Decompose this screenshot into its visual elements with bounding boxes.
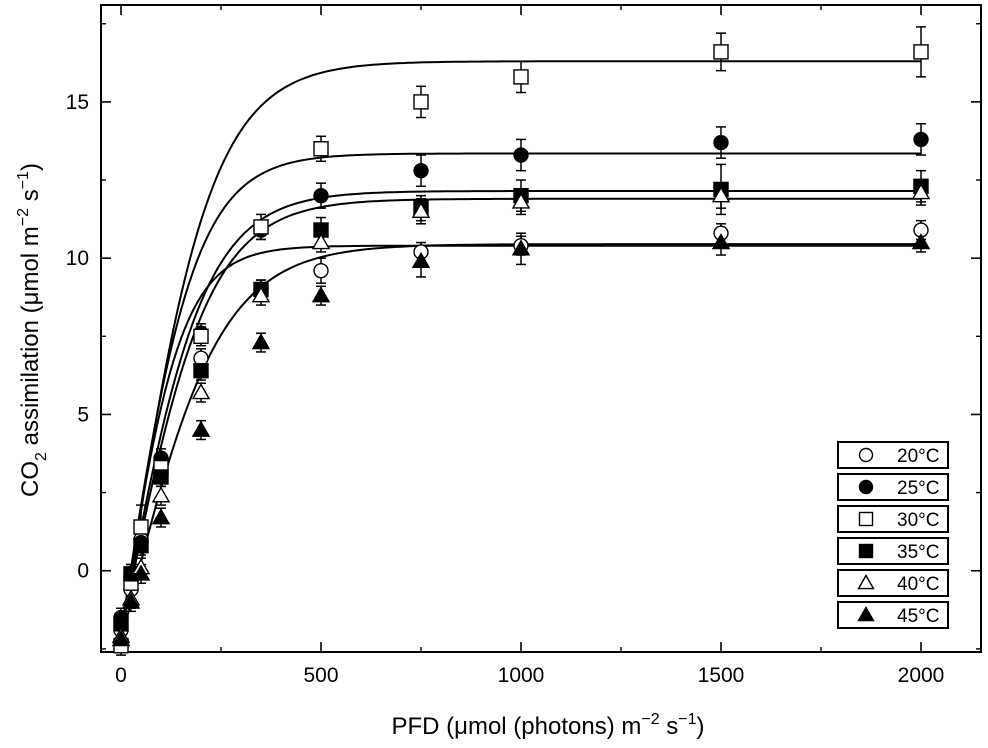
data-point (513, 69, 529, 85)
legend-label: 35°C (897, 542, 939, 563)
data-point (511, 239, 531, 256)
data-point (857, 574, 875, 590)
legend-entry-box (837, 441, 949, 469)
axes-ticks: 0 500 1000 1500 2000 0 5 10 15 (66, 5, 981, 687)
legend-entry-box (837, 505, 949, 533)
legend: 20°C 25°C 30°C 35°C 40°C 45°C (837, 441, 949, 629)
data-point (513, 147, 529, 163)
data-point (191, 383, 211, 400)
data-point (193, 362, 209, 379)
data-point (151, 486, 171, 503)
data-point (151, 508, 171, 525)
fit-curve (120, 152, 921, 634)
error-bars (116, 26, 926, 656)
data-point (111, 630, 131, 647)
legend-entry-box (837, 569, 949, 597)
data-point (251, 333, 271, 350)
x-tick-label: 1000 (498, 664, 545, 687)
legend-entry-box (837, 537, 949, 565)
data-point (858, 479, 874, 495)
plot-frame (100, 4, 982, 653)
fit-curve (120, 244, 921, 634)
data-point (121, 592, 141, 609)
data-point (713, 134, 729, 151)
legend-label: 25°C (897, 478, 939, 499)
data-point (191, 420, 211, 437)
x-tick-label: 2000 (898, 664, 945, 687)
x-axis-label: PFD (μmol (photons) m−2 s−1) (391, 711, 704, 740)
data-point (193, 328, 209, 345)
legend-label: 40°C (897, 574, 939, 595)
data-point (411, 251, 431, 269)
y-tick-label: 10 (66, 247, 89, 270)
data-point (253, 219, 269, 235)
data-point (313, 187, 329, 204)
data-point (913, 131, 929, 148)
y-tick-label: 15 (66, 91, 89, 114)
data-point (857, 606, 875, 622)
fit-curve (120, 243, 921, 643)
x-tick-label: 0 (115, 664, 127, 687)
x-tick-label: 1500 (698, 664, 745, 687)
data-point (911, 233, 931, 250)
data-point (858, 447, 874, 463)
data-point (131, 564, 151, 581)
x-tick-label: 500 (303, 664, 338, 687)
data-point (311, 286, 331, 303)
data-point (713, 44, 729, 60)
data-point (711, 233, 731, 250)
data-point (251, 286, 271, 303)
y-tick-label: 5 (77, 403, 89, 426)
data-point (311, 233, 331, 250)
data-point (313, 141, 329, 157)
legend-entry-box (837, 473, 949, 501)
data-points (111, 44, 931, 654)
data-point (413, 94, 429, 110)
legend-entry-box (837, 601, 949, 629)
data-point (911, 183, 931, 200)
data-point (511, 192, 531, 209)
legend-label: 30°C (897, 510, 939, 531)
legend-label: 20°C (897, 446, 939, 467)
y-axis-label: CO2 assimilation (μmol m−2 s−1) (15, 163, 50, 497)
data-point (858, 543, 874, 559)
y-tick-label: 0 (77, 560, 89, 583)
data-point (711, 186, 731, 203)
data-point (153, 469, 169, 485)
data-point (858, 511, 874, 527)
legend-label: 45°C (897, 606, 939, 627)
data-point (413, 162, 429, 179)
data-point (133, 538, 149, 554)
data-point (913, 44, 929, 60)
data-point (133, 519, 149, 535)
data-point (411, 201, 431, 219)
data-point (313, 262, 329, 279)
